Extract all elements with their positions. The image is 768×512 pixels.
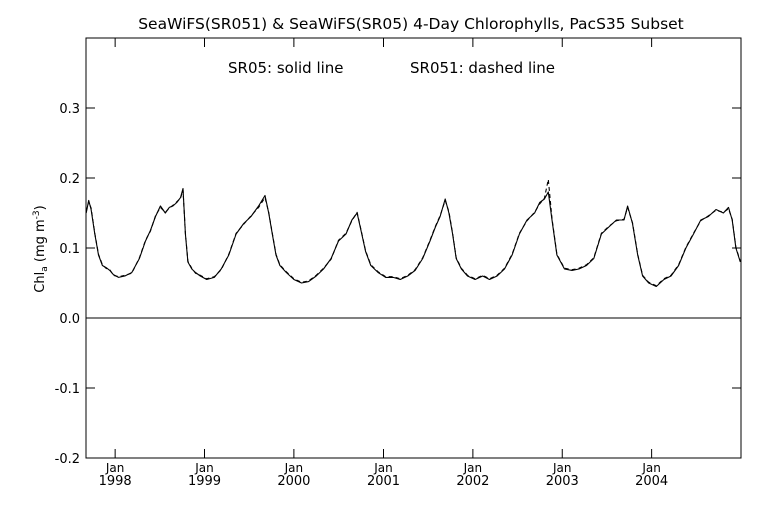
y-axis-label: Chla (mg m-3) [32,205,50,292]
y-tick-label: 0.0 [59,312,80,327]
x-tick-year-label: 2003 [546,474,579,489]
x-tick-month-label: Jan [194,461,214,475]
y-tick-label: -0.2 [55,452,80,467]
x-tick-year-label: 1998 [99,474,132,489]
svg-text:Chla (mg m-3): Chla (mg m-3) [32,205,50,292]
y-axis-label-prefix: Chl [33,272,48,293]
series-line-sr051 [85,178,741,287]
y-tick-label: -0.1 [55,382,80,397]
x-tick-year-label: 2002 [456,474,489,489]
y-tick-label: 0.1 [59,242,80,257]
y-axis-label-units-close: ) [33,205,48,210]
x-tick-month-label: Jan [463,461,483,475]
x-tick-year-label: 2000 [277,474,310,489]
x-tick-month-label: Jan [641,461,661,475]
x-tick-year-label: 2001 [367,474,400,489]
y-axis-label-units-exponent: -3 [32,210,42,219]
legend-annotation-solid: SR05: solid line [228,59,344,77]
series-lines [85,178,741,288]
axis-ticks [86,38,741,459]
plot-area-frame [85,37,742,459]
x-tick-month-label: Jan [105,461,125,475]
chart-title: SeaWiFS(SR051) & SeaWiFS(SR05) 4-Day Chl… [138,15,684,33]
y-tick-label: 0.2 [59,172,80,187]
x-tick-year-label: 2004 [635,474,668,489]
legend-annotation-dashed: SR051: dashed line [410,59,555,77]
x-tick-month-label: Jan [284,461,304,475]
y-axis-label-units: (mg m [33,219,48,266]
x-tick-month-label: Jan [552,461,572,475]
y-tick-label: 0.3 [59,102,80,117]
x-tick-month-label: Jan [373,461,393,475]
y-axis-label-subscript: a [40,266,50,272]
x-tick-year-label: 1999 [188,474,221,489]
